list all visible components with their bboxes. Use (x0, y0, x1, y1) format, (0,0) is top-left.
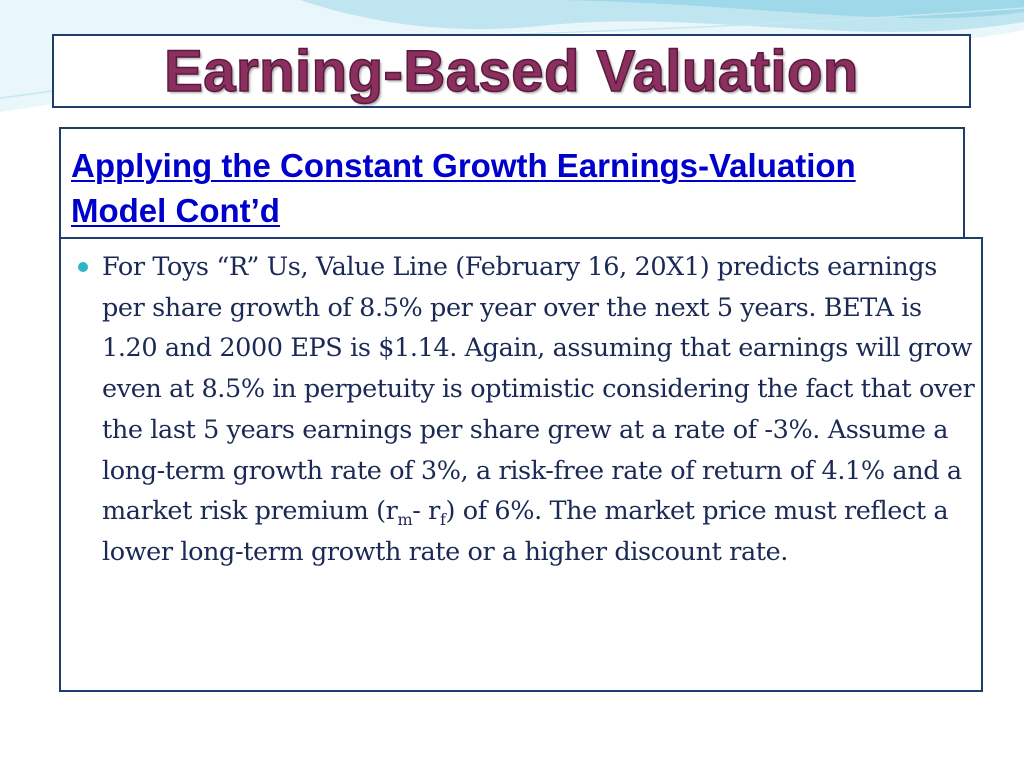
rf-prefix: - r (412, 496, 440, 527)
content-box: For Toys “R” Us, Value Line (February 16… (59, 237, 983, 692)
slide-title: Earning-Based Valuation (163, 38, 859, 105)
bullet-paragraph: For Toys “R” Us, Value Line (February 16… (102, 247, 982, 573)
header-wave-decoration (0, 0, 1024, 112)
title-box: Earning-Based Valuation (52, 34, 971, 108)
slide-subtitle: Applying the Constant Growth Earnings-Va… (71, 147, 856, 229)
bullet-text-part-1: For Toys “R” Us, Value Line (February 16… (102, 252, 975, 527)
bullet-text-part-2: ) of 6%. The market price must reflect a… (102, 496, 949, 567)
subtitle-box: Applying the Constant Growth Earnings-Va… (59, 127, 965, 239)
bullet-icon (78, 262, 88, 272)
rm-subscript: m (397, 510, 413, 530)
rf-subscript: f (439, 510, 446, 530)
